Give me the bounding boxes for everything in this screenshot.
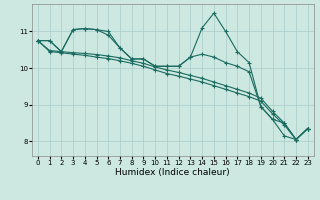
- X-axis label: Humidex (Indice chaleur): Humidex (Indice chaleur): [116, 168, 230, 177]
